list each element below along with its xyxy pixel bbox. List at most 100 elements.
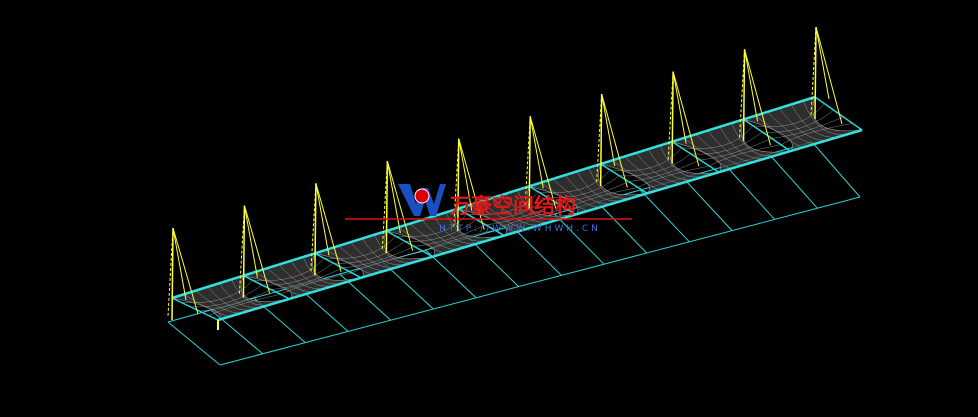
mesh-line	[681, 125, 754, 149]
cable	[672, 71, 700, 167]
mesh-line	[637, 165, 710, 188]
cable	[744, 49, 771, 146]
ground-rung	[554, 213, 605, 265]
mesh-line	[636, 152, 684, 183]
mesh-line	[700, 138, 772, 161]
ground-rung	[811, 141, 861, 198]
arch-beam	[385, 230, 434, 258]
cable	[458, 138, 485, 230]
mesh-line	[181, 280, 253, 303]
cable	[172, 227, 187, 301]
ground-rung	[639, 189, 690, 243]
arch-beam	[171, 297, 219, 321]
watermark-logo: 万豪空间结构 HTTP://WWW.WHWH.CN	[345, 184, 632, 234]
cable	[672, 71, 687, 144]
mesh-line	[609, 147, 682, 171]
cable	[815, 26, 830, 100]
ground-edge	[219, 196, 861, 366]
arch-beam	[314, 252, 362, 279]
mast	[742, 49, 746, 142]
logo-title: 万豪空间结构	[449, 194, 576, 218]
cable	[458, 138, 473, 211]
cable	[386, 160, 401, 234]
mesh-line	[199, 289, 272, 312]
mesh-line	[767, 111, 815, 145]
mesh-line	[557, 181, 629, 204]
arch-beam	[457, 208, 505, 237]
mesh-line	[547, 175, 620, 198]
mast	[457, 138, 460, 231]
cable	[529, 116, 557, 209]
mast	[528, 116, 531, 209]
mesh-line	[755, 115, 803, 148]
cable	[601, 93, 616, 167]
mast	[814, 26, 817, 120]
arch-beam	[743, 118, 791, 152]
mesh-line	[333, 241, 405, 264]
mesh-line	[628, 159, 701, 182]
mast	[242, 205, 246, 298]
mesh-line	[351, 251, 424, 274]
mesh-line	[467, 191, 539, 215]
cable	[172, 227, 199, 315]
mesh-line	[709, 144, 782, 167]
mesh-line	[208, 294, 281, 316]
arch-beam	[671, 141, 720, 173]
ground-rung	[210, 309, 263, 355]
arch-beam	[528, 185, 577, 216]
cable	[243, 205, 258, 278]
mesh-line	[485, 203, 558, 225]
logo-badge	[414, 188, 430, 204]
cable	[744, 49, 759, 122]
mast	[385, 160, 389, 254]
mesh-line	[779, 108, 827, 141]
mesh-line	[566, 187, 639, 209]
mast	[314, 183, 317, 276]
cable	[386, 160, 414, 251]
mesh-line	[398, 227, 445, 254]
ground-rung	[511, 225, 562, 276]
mesh-line	[404, 219, 477, 242]
mesh-line	[261, 262, 334, 286]
logo-url: HTTP://WWW.WHWH.CN	[439, 224, 601, 234]
mesh-line	[707, 130, 755, 162]
arch-beam	[600, 163, 648, 194]
mesh-line	[423, 229, 495, 252]
edge-beam	[217, 128, 863, 322]
mesh-line	[683, 137, 731, 169]
mast	[671, 71, 674, 164]
mesh-line	[624, 156, 672, 187]
ground-rung	[468, 237, 520, 287]
mesh-line	[469, 204, 517, 233]
cable	[315, 183, 330, 256]
mesh-line	[690, 131, 763, 155]
cable	[243, 205, 271, 294]
cable	[529, 116, 544, 189]
mast	[599, 93, 603, 187]
ground-rung	[768, 153, 818, 209]
mast	[171, 227, 174, 321]
ground-rung	[425, 249, 477, 299]
cable	[601, 93, 628, 188]
arch-beam	[243, 274, 290, 300]
ground-rung	[167, 321, 221, 366]
ground-rung	[682, 177, 733, 231]
arch-beam	[814, 96, 863, 131]
mesh-line	[326, 249, 374, 275]
mesh-line	[252, 258, 325, 281]
mesh-line	[324, 236, 396, 259]
mesh-line	[780, 123, 853, 145]
mesh-line	[541, 182, 588, 212]
mesh-line	[280, 272, 352, 295]
cable	[815, 26, 843, 125]
mesh-line	[190, 284, 263, 308]
mesh-line	[762, 110, 834, 133]
mesh-line	[538, 169, 611, 193]
mesh-line	[695, 134, 743, 166]
steel-frame	[167, 26, 863, 330]
mesh-line	[414, 224, 486, 247]
ground-rung	[596, 201, 648, 254]
mesh-line	[612, 160, 660, 191]
